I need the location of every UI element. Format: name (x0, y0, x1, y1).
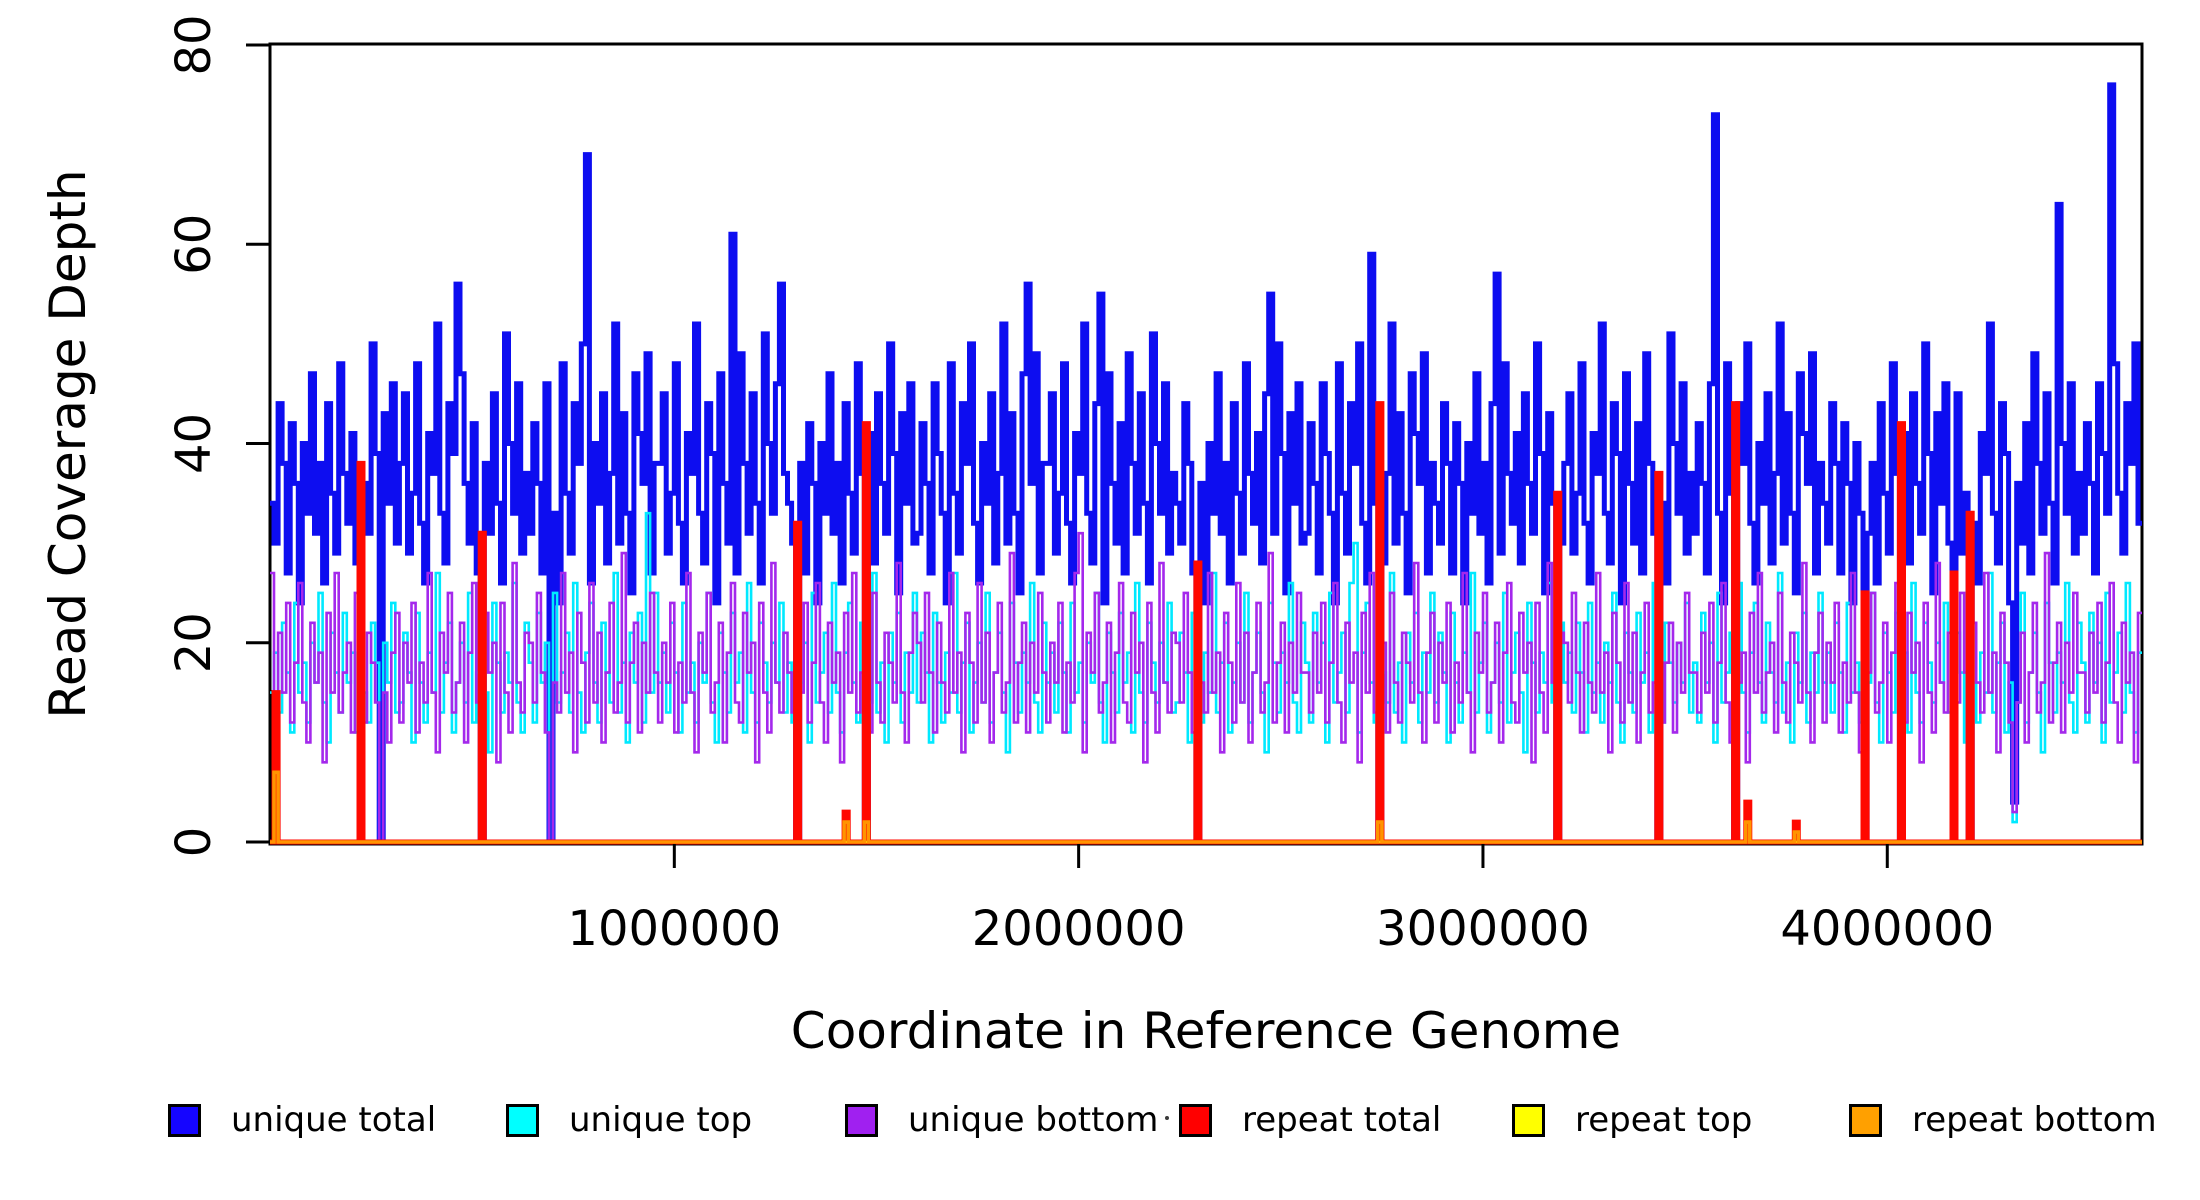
legend-swatch-unique-total (168, 1103, 201, 1137)
y-axis-title: Read Coverage Depth (39, 169, 97, 718)
y-tick-label: 80 (166, 14, 222, 75)
legend-swatch-unique-bottom (845, 1103, 878, 1137)
series-unique-total (270, 82, 2142, 845)
series-unique-bottom (270, 531, 2142, 844)
y-axis-ticks: 0 20 40 60 80 (166, 14, 270, 857)
y-tick-label: 20 (166, 612, 222, 673)
x-axis-title: Coordinate in Reference Genome (791, 1002, 1621, 1060)
legend-item-unique-total: unique total (168, 1098, 436, 1142)
y-tick-label: 40 (166, 413, 222, 474)
x-tick-label: 4000000 (1780, 901, 1994, 957)
x-tick-label: 3000000 (1376, 901, 1590, 957)
series-group (270, 82, 2142, 845)
x-axis-ticks: 1000000 2000000 3000000 4000000 (567, 844, 1994, 957)
legend-label: unique bottom (908, 1100, 1159, 1140)
y-tick-label: 60 (166, 214, 222, 275)
legend-item-repeat-total: repeat total (1179, 1098, 1441, 1142)
legend-label: repeat top (1575, 1100, 1753, 1140)
legend-label: repeat total (1242, 1100, 1442, 1140)
legend-item-unique-bottom: unique bottom (845, 1098, 1158, 1142)
legend-label: repeat bottom (1912, 1100, 2157, 1140)
x-tick-label: 2000000 (972, 901, 1186, 957)
legend-label: unique total (231, 1100, 437, 1140)
y-tick-label: 0 (166, 827, 222, 858)
legend-item-repeat-top: repeat top (1512, 1098, 1752, 1142)
series-repeat-bottom (270, 770, 2142, 844)
legend-swatch-repeat-bottom (1849, 1103, 1882, 1137)
stray-mark-dot (1165, 1116, 1169, 1120)
legend-swatch-repeat-top (1512, 1103, 1545, 1137)
legend-label: unique top (569, 1100, 753, 1140)
legend-swatch-unique-top (506, 1103, 539, 1137)
legend-item-repeat-bottom: repeat bottom (1849, 1098, 2157, 1142)
legend-item-unique-top: unique top (506, 1098, 752, 1142)
legend: unique total unique top unique bottom repea… (0, 1098, 2200, 1142)
x-tick-label: 1000000 (567, 901, 781, 957)
legend-swatch-repeat-total (1179, 1103, 1212, 1137)
